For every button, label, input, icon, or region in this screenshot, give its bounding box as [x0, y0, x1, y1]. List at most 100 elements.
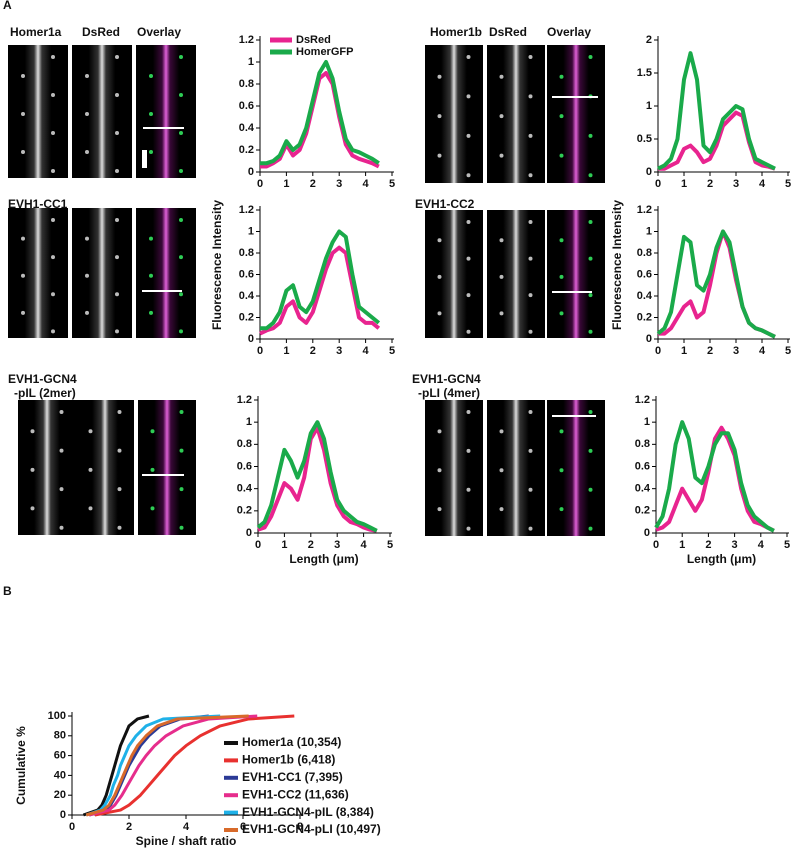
spine [30, 429, 35, 434]
image-label: EVH1-CC2 [415, 197, 475, 211]
spine [466, 94, 471, 99]
image-label: DsRed [489, 25, 527, 39]
spine [437, 153, 442, 158]
y-tick-label: 0 [644, 527, 650, 539]
y-tick-label: 20 [54, 789, 66, 801]
x-axis-label: Spine / shaft ratio [136, 834, 237, 848]
y-tick-label: 1.2 [239, 204, 254, 216]
y-axis-label: Fluorescence Intensity [210, 200, 224, 330]
spine [85, 150, 89, 154]
spine [85, 74, 89, 78]
x-tick-label: 0 [257, 178, 263, 190]
data-line [256, 420, 378, 533]
y-tick-label: 0.8 [237, 438, 252, 450]
x-tick-label: 2 [310, 178, 316, 190]
x-tick-label: 3 [733, 178, 739, 190]
x-tick-label: 4 [363, 345, 370, 357]
spine [51, 131, 55, 135]
y-tick-label: 1.2 [635, 394, 650, 406]
spine [528, 487, 533, 492]
y-tick-label: 0.8 [637, 247, 652, 259]
spine [88, 467, 93, 472]
spine [499, 468, 504, 473]
x-tick-label: 5 [785, 178, 791, 190]
image-label: -pIL (2mer) [14, 386, 76, 400]
spine [466, 55, 471, 59]
data-line [654, 420, 775, 533]
x-tick-label: 5 [785, 345, 791, 357]
x-tick-label: 0 [255, 539, 261, 551]
x-tick-label: 5 [784, 539, 790, 551]
spine [149, 150, 153, 154]
y-tick-label: 0.6 [239, 268, 254, 280]
spine [115, 255, 119, 260]
image-label: Homer1b [430, 25, 482, 39]
spine [150, 429, 155, 434]
data-line [85, 714, 221, 817]
spine [59, 410, 64, 414]
x-axis-label: Length (μm) [687, 552, 756, 566]
spine [588, 487, 593, 492]
y-tick-label: 0.2 [239, 144, 254, 156]
spine [437, 468, 442, 473]
y-tick-label: 60 [54, 750, 66, 762]
x-tick-label: 1 [679, 539, 685, 551]
spine [30, 506, 35, 511]
spine [437, 238, 442, 243]
dendrite [154, 400, 180, 535]
dendrite [563, 45, 589, 183]
x-tick-label: 3 [732, 539, 738, 551]
x-tick-label: 2 [126, 821, 132, 833]
y-tick-label: 0.6 [637, 268, 652, 280]
y-tick-label: 1.5 [637, 67, 652, 79]
x-tick-label: 0 [655, 178, 661, 190]
image-label: Homer1a [10, 25, 62, 39]
y-tick-label: 0.2 [637, 311, 652, 323]
x-tick-label: 4 [183, 821, 190, 833]
spine [437, 429, 442, 434]
x-tick-label: 2 [308, 539, 314, 551]
spine [115, 218, 119, 222]
legend-label: HomerGFP [296, 46, 353, 58]
spine [466, 448, 471, 453]
y-tick-label: 0.4 [237, 483, 253, 495]
image-label: EVH1-CC1 [8, 197, 68, 211]
spine [115, 93, 119, 97]
y-tick-label: 1 [644, 416, 650, 428]
x-axis-label: Length (μm) [289, 552, 358, 566]
spine [179, 525, 184, 530]
x-tick-label: 8 [297, 821, 303, 833]
spine [499, 429, 504, 434]
y-axis-label: Fluorescence Intensity [610, 200, 624, 330]
spine [499, 311, 504, 316]
data-line [257, 425, 378, 533]
x-tick-label: 0 [653, 539, 659, 551]
data-line [656, 229, 776, 339]
spine [466, 220, 471, 224]
dendrite [92, 400, 118, 535]
dendrite [88, 208, 116, 338]
legend-label: Homer1a (10,354) [242, 735, 341, 749]
spine [149, 236, 153, 241]
dendrite [34, 400, 60, 535]
dendrite [24, 45, 52, 178]
dendrite [441, 45, 467, 183]
y-tick-label: 0 [646, 333, 652, 345]
image-label: EVH1-GCN4 [8, 372, 77, 386]
spine [499, 114, 504, 119]
y-tick-label: 0 [248, 166, 254, 178]
spine [179, 410, 184, 414]
dendrite [563, 400, 589, 536]
spine [437, 74, 442, 79]
y-tick-label: 0.6 [635, 460, 650, 472]
x-tick-label: 4 [363, 178, 370, 190]
spine [559, 274, 564, 279]
spine [588, 448, 593, 453]
spine [528, 133, 533, 138]
spine [466, 133, 471, 138]
x-tick-label: 2 [707, 178, 713, 190]
dendrite [441, 210, 467, 338]
x-tick-label: 5 [387, 539, 393, 551]
spine [559, 429, 564, 434]
